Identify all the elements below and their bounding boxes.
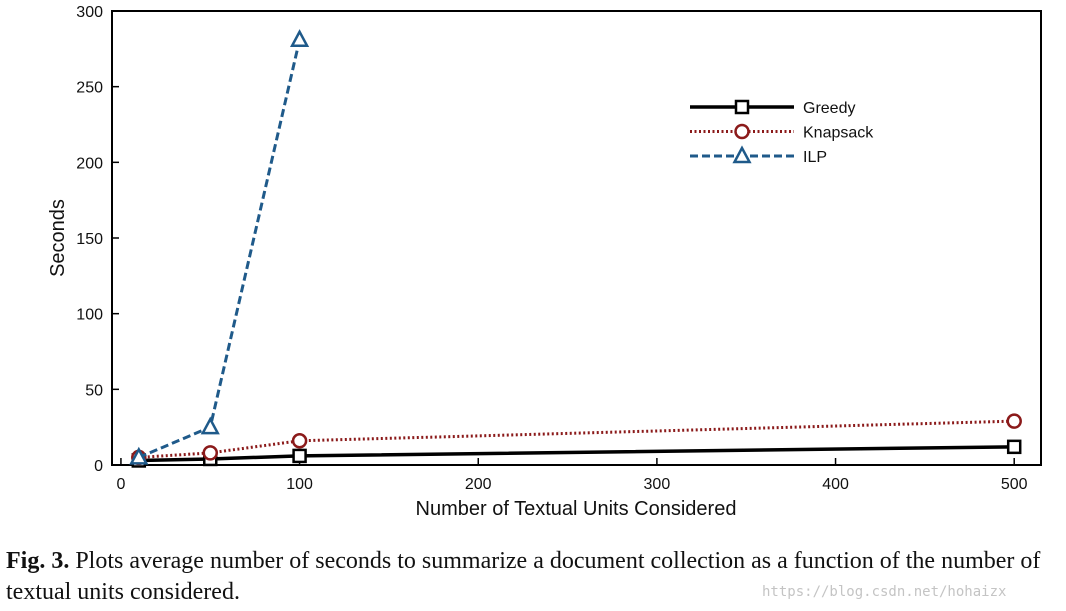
y-axis-title: Seconds xyxy=(47,199,69,277)
data-point-knapsack xyxy=(1006,413,1022,429)
data-point-greedy xyxy=(292,448,307,464)
chart: 0 50 100 150 200 250 300 0 100 200 300 400 500 Numb… xyxy=(47,4,1042,520)
legend-label-ilp: ILP xyxy=(803,149,827,166)
legend-marker-ilp xyxy=(732,145,752,164)
y-tick-label: 300 xyxy=(76,4,103,21)
x-tick-label: 400 xyxy=(822,476,849,493)
figure-label: Fig. 3. xyxy=(6,548,70,574)
y-tick-label: 0 xyxy=(94,458,103,475)
legend-label-knapsack: Knapsack xyxy=(803,125,874,142)
x-tick-label: 200 xyxy=(465,476,492,493)
x-tick-label: 100 xyxy=(286,476,313,493)
data-point-ilp xyxy=(129,446,149,465)
data-point-knapsack xyxy=(291,433,308,449)
y-axis-ticks: 0 50 100 150 200 250 300 xyxy=(76,4,119,475)
series-line-knapsack xyxy=(138,419,1015,459)
plot-frame xyxy=(111,10,1042,466)
caption-text: Plots average number of seconds to summa… xyxy=(6,548,1041,605)
y-tick-label: 50 xyxy=(85,382,103,399)
data-point-greedy xyxy=(1006,439,1022,455)
legend-marker-greedy xyxy=(734,99,750,115)
x-axis-title: Number of Textual Units Considered xyxy=(416,498,737,520)
x-tick-label: 500 xyxy=(1001,476,1028,493)
watermark: https://blog.csdn.net/hohaizx xyxy=(762,584,1007,600)
series-layer xyxy=(129,29,1022,468)
series-ilp xyxy=(129,29,310,465)
y-tick-label: 250 xyxy=(76,80,103,97)
data-point-knapsack xyxy=(202,445,219,461)
y-tick-label: 100 xyxy=(76,307,103,324)
data-point-ilp xyxy=(289,29,310,48)
figure-caption: Fig. 3. Plots average number of seconds … xyxy=(6,546,1064,608)
series-line-greedy xyxy=(138,445,1015,463)
data-point-ilp xyxy=(200,416,220,435)
x-tick-label: 300 xyxy=(644,476,671,493)
x-tick-label: 0 xyxy=(116,476,125,493)
legend-marker-knapsack xyxy=(734,123,750,140)
y-tick-label: 150 xyxy=(76,231,103,248)
series-line-ilp xyxy=(138,39,302,459)
x-axis-ticks: 0 100 200 300 400 500 xyxy=(116,458,1028,493)
legend: Greedy Knapsack ILP xyxy=(690,99,874,166)
legend-label-greedy: Greedy xyxy=(803,100,855,117)
y-tick-label: 200 xyxy=(76,155,103,172)
